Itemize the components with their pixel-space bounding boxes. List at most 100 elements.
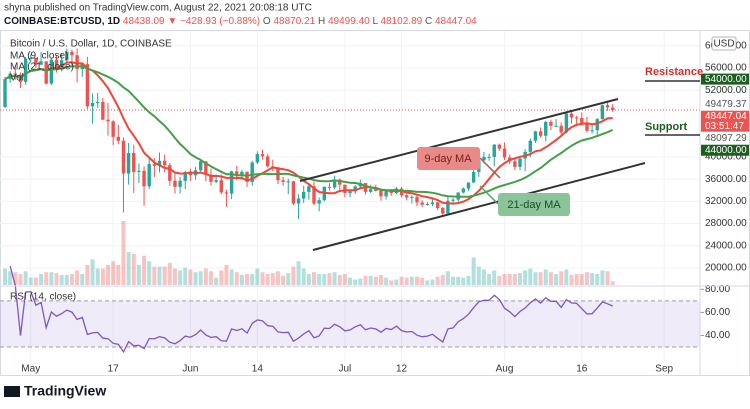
volume-bar: [332, 272, 337, 285]
volume-bar: [528, 268, 533, 285]
candle-body: [116, 136, 120, 141]
candle-body: [111, 121, 115, 137]
candle-body: [544, 121, 548, 136]
volume-bar: [69, 274, 74, 285]
volume-bar: [281, 275, 286, 285]
ohlc-value: 48870.21: [273, 16, 315, 27]
volume-bar: [157, 266, 162, 285]
candle-body: [564, 113, 569, 133]
currency-button[interactable]: [711, 36, 737, 51]
candle-body: [3, 79, 7, 107]
volume-bar: [245, 274, 250, 285]
candle-body: [209, 174, 213, 182]
volume-bar: [90, 259, 95, 285]
price-label: 48447.04: [705, 111, 747, 122]
volume-bar: [126, 252, 131, 285]
candle-body: [65, 51, 69, 61]
volume-bar: [18, 274, 23, 285]
candle-body: [307, 186, 311, 192]
callout-box: [498, 193, 570, 216]
volume-bar: [229, 269, 234, 285]
volume-bar: [100, 268, 105, 285]
callout-box: [417, 147, 480, 170]
candle-body: [90, 103, 95, 107]
candle-body: [245, 171, 249, 182]
candle-body: [389, 191, 393, 193]
candle-body: [518, 158, 522, 167]
x-tick-label: 17: [108, 364, 120, 375]
volume-bar: [152, 266, 157, 285]
volume-bar: [430, 279, 435, 285]
x-tick-label: 16: [576, 364, 588, 375]
candle-body: [415, 196, 419, 203]
candle-body: [497, 144, 502, 149]
volume-bar: [275, 271, 280, 285]
volume-bar: [286, 273, 291, 285]
y-tick-label: 40000.00: [705, 152, 747, 163]
volume-bar: [250, 274, 255, 285]
candle-body: [286, 181, 290, 183]
candle-body: [585, 124, 589, 131]
volume-bar: [337, 274, 342, 285]
candle-body: [368, 189, 373, 192]
volume-bar: [471, 257, 476, 285]
logo-mark: [4, 386, 20, 397]
callout-arrow: [479, 185, 499, 205]
rsi-tick-label: 60.00: [705, 307, 730, 318]
candle-body: [96, 101, 100, 103]
price-label-box: [701, 110, 749, 132]
candle-body: [296, 198, 301, 204]
volume-bar: [301, 268, 306, 285]
volume-bar: [224, 264, 229, 285]
volume-bar: [384, 277, 389, 285]
volume-bar: [554, 274, 559, 285]
volume-bar: [476, 266, 481, 285]
ma-legend: MA (21, close): [10, 62, 74, 73]
y-tick-label: 20000.00: [705, 263, 747, 274]
candle-body: [162, 160, 167, 166]
volume-bar: [451, 276, 456, 285]
volume-bar: [487, 274, 492, 285]
candle-body: [549, 121, 553, 126]
symbol-line: COINBASE:BTCUSD, 1D 48438.09 ▼ −428.93 (…: [4, 16, 477, 27]
candle-body: [260, 154, 265, 157]
candle-body: [173, 180, 177, 187]
volume-bar: [54, 273, 59, 285]
x-tick-label: Jul: [339, 364, 352, 375]
volume-bar: [420, 277, 425, 285]
ohlc-key: L: [373, 16, 379, 27]
volume-bar: [265, 274, 270, 285]
candle-body: [265, 156, 270, 167]
candle-body: [461, 188, 466, 193]
volume-bar: [317, 274, 322, 285]
chart-title: Bitcoin / U.S. Dollar, 1D, COINBASE: [10, 39, 172, 50]
candle-body: [23, 58, 28, 82]
volume-bar: [234, 272, 239, 285]
volume-bar: [605, 271, 610, 285]
currency[interactable]: USD: [713, 39, 734, 50]
candle-body: [39, 61, 43, 65]
candle-body: [70, 51, 74, 56]
publisher: shyna published on TradingView.com, Augu…: [4, 3, 312, 14]
candle-body: [183, 171, 187, 181]
volume-bar: [404, 277, 409, 285]
volume-bar: [378, 274, 383, 285]
price-label: 49479.37: [705, 99, 747, 110]
volume-bar: [579, 274, 584, 285]
volume-bar: [584, 272, 589, 285]
volume-bar: [28, 277, 33, 285]
candle-body: [538, 131, 543, 136]
candle-body: [235, 171, 239, 176]
last-price: 48438.09: [123, 16, 165, 27]
volume-bar: [389, 280, 394, 285]
volume-bar: [8, 271, 13, 285]
y-tick-label: 28000.00: [705, 218, 747, 229]
volume-bar: [291, 266, 296, 285]
ohlc-key: H: [318, 16, 325, 27]
candle-body: [75, 55, 79, 70]
y-tick-label: 36000.00: [705, 174, 747, 185]
volume-bar: [523, 270, 528, 285]
y-tick-label: 56000.00: [705, 63, 747, 74]
candle-body: [569, 113, 574, 118]
